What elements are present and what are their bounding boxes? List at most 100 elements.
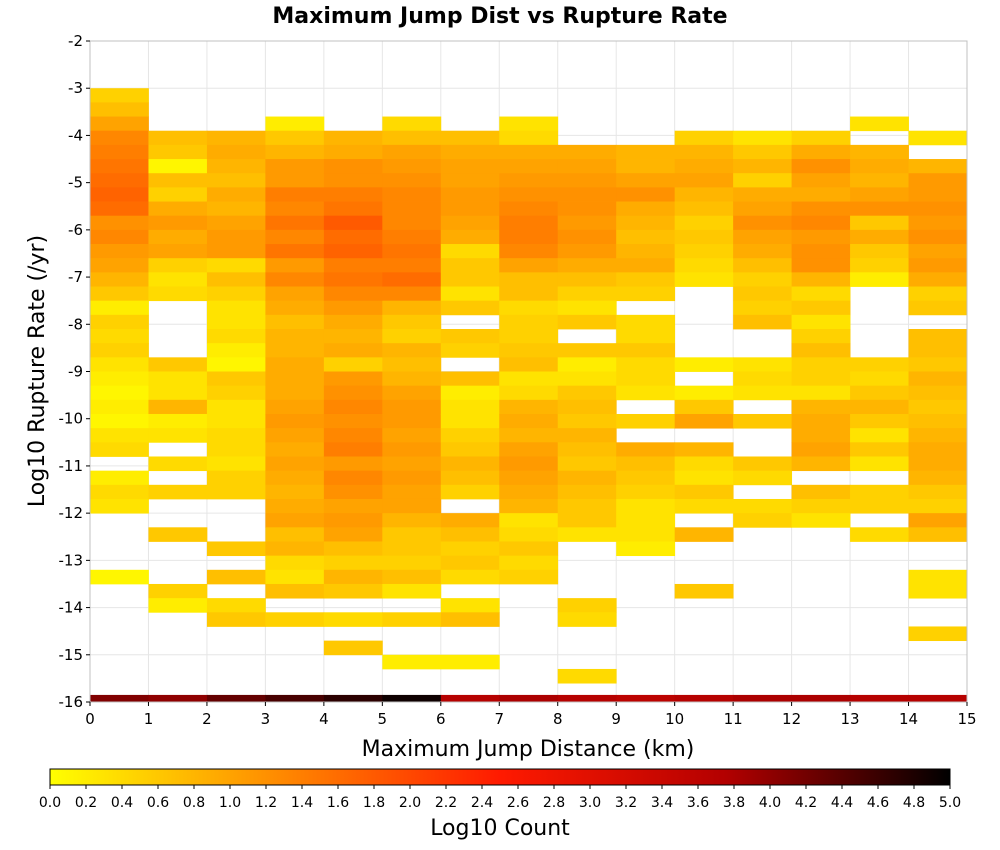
heatmap-cell	[850, 272, 909, 287]
heatmap-cell	[440, 598, 500, 613]
heatmap-cell	[674, 527, 734, 542]
heatmap-cell	[382, 428, 442, 443]
heatmap-cell	[90, 428, 149, 443]
colorbar-tick-label: 4.4	[831, 795, 853, 811]
heatmap-cell	[791, 144, 851, 160]
heatmap-cell	[791, 385, 851, 401]
heatmap-cell	[323, 555, 383, 571]
colorbar-tick-label: 4.8	[903, 795, 925, 811]
heatmap-cell	[616, 201, 676, 217]
heatmap-cell	[499, 272, 559, 287]
x-axis: 0 1 2 3 4 5 6 7 8 9 10 11 12 13 14 15	[85, 702, 977, 728]
heatmap-cell	[265, 484, 325, 500]
heatmap-cell	[323, 513, 383, 528]
heatmap-cell	[908, 173, 968, 188]
heatmap-cell	[791, 357, 851, 372]
heatmap-cell	[440, 272, 500, 287]
heatmap-cell	[499, 300, 559, 316]
strip-cell	[90, 694, 149, 702]
heatmap-cell	[850, 244, 909, 259]
heatmap-cell	[90, 116, 149, 132]
heatmap-cell	[791, 159, 851, 174]
colorbar-tick-label: 3.4	[651, 795, 673, 811]
heatmap-cell	[206, 399, 266, 415]
heatmap-cell	[382, 371, 442, 387]
heatmap-cell	[440, 484, 500, 500]
y-tick-label: -8	[68, 315, 83, 333]
heatmap-cell	[440, 144, 500, 160]
heatmap-cell	[733, 498, 792, 514]
y-tick-label: -4	[68, 126, 83, 144]
heatmap-cell	[733, 357, 792, 372]
heatmap-cell	[323, 272, 383, 287]
heatmap-cell	[265, 470, 325, 486]
heatmap-cell	[674, 244, 734, 259]
heatmap-cell	[557, 201, 617, 217]
heatmap-cell	[499, 258, 559, 273]
heatmap-cell	[382, 144, 442, 160]
heatmap-cell	[499, 555, 559, 571]
x-tick-label: 12	[782, 710, 801, 728]
heatmap-cell	[323, 399, 383, 415]
heatmap-cell	[382, 215, 442, 231]
heatmap-cell	[557, 272, 617, 287]
heatmap-cell	[616, 343, 676, 358]
heatmap-cell	[616, 229, 676, 245]
heatmap-cell	[90, 229, 149, 245]
heatmap-cell	[90, 88, 149, 103]
heatmap-cell	[850, 357, 909, 372]
heatmap-cell	[557, 159, 617, 174]
heatmap-cell	[674, 385, 734, 401]
heatmap-cell	[148, 484, 208, 500]
strip-cell	[206, 694, 266, 702]
heatmap-cell	[499, 187, 559, 202]
heatmap-cell	[674, 173, 734, 188]
heatmap-cell	[440, 229, 500, 245]
heatmap-cell	[440, 187, 500, 202]
heatmap-cell	[382, 229, 442, 245]
heatmap-cell	[206, 442, 266, 457]
colorbar-tick-label: 0.8	[183, 795, 205, 811]
x-tick-label: 2	[202, 710, 212, 728]
heatmap-cell	[265, 555, 325, 571]
heatmap-cell	[499, 413, 559, 429]
heatmap-cell	[674, 229, 734, 245]
heatmap-cell	[791, 329, 851, 344]
heatmap-cell	[265, 159, 325, 174]
heatmap-cell	[265, 258, 325, 273]
heatmap-cell	[440, 244, 500, 259]
heatmap-cell	[791, 272, 851, 287]
heatmap-cell	[499, 513, 559, 528]
heatmap-cell	[206, 598, 266, 613]
y-tick-label: -5	[68, 174, 83, 192]
y-tick-label: -2	[68, 32, 83, 50]
colorbar-tick-label: 2.2	[435, 795, 457, 811]
x-tick-label: 9	[611, 710, 621, 728]
heatmap-cell	[382, 569, 442, 585]
heatmap-cell	[148, 258, 208, 273]
heatmap-cell	[206, 244, 266, 259]
heatmap-cell	[265, 442, 325, 457]
heatmap-cell	[616, 187, 676, 202]
heatmap-cell	[323, 413, 383, 429]
strip-cell	[674, 694, 734, 702]
heatmap-cell	[148, 357, 208, 372]
heatmap-cell	[382, 329, 442, 344]
heatmap-cell	[791, 428, 851, 443]
heatmap-cell	[499, 541, 559, 557]
heatmap-cell	[616, 527, 676, 542]
heatmap-cell	[148, 144, 208, 160]
heatmap-cell	[791, 187, 851, 202]
heatmap-cell	[440, 215, 500, 231]
heatmap-cell	[206, 428, 266, 443]
heatmap-cell	[908, 229, 968, 245]
heatmap-cell	[90, 371, 149, 387]
heatmap-cell	[265, 371, 325, 387]
heatmap-cell	[733, 144, 792, 160]
heatmap-cell	[733, 173, 792, 188]
heatmap-cell	[90, 187, 149, 202]
y-tick-label: -16	[59, 693, 84, 711]
heatmap-cell	[791, 229, 851, 245]
heatmap-cell	[206, 357, 266, 372]
